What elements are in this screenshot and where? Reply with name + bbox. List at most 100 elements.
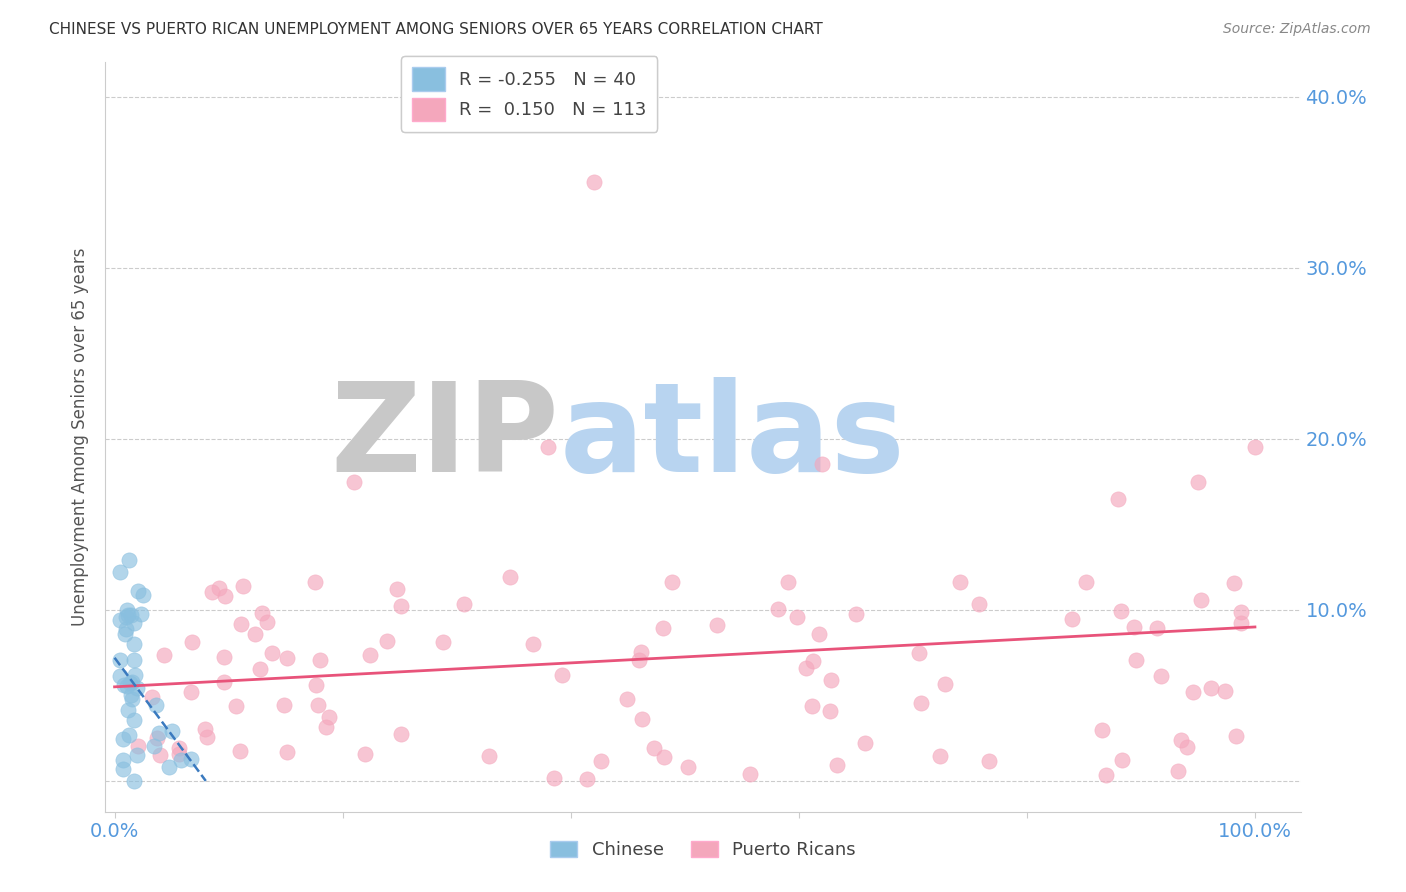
Point <box>256 615 278 629</box>
Point <box>194 722 217 736</box>
Y-axis label: Unemployment Among Seniors over 65 years: Unemployment Among Seniors over 65 years <box>72 248 90 626</box>
Point <box>453 598 475 612</box>
Point <box>1187 475 1209 489</box>
Point <box>125 681 148 695</box>
Point <box>359 648 381 663</box>
Point <box>1181 684 1204 698</box>
Point <box>1230 605 1253 619</box>
Point <box>110 669 132 683</box>
Point <box>576 772 599 786</box>
Point <box>225 698 247 713</box>
Point <box>115 603 138 617</box>
Point <box>170 753 193 767</box>
Point <box>808 627 831 641</box>
Point <box>212 650 235 665</box>
Point <box>582 175 605 189</box>
Point <box>229 744 252 758</box>
Point <box>1167 764 1189 779</box>
Point <box>121 692 143 706</box>
Point <box>820 673 842 687</box>
Point <box>124 616 146 631</box>
Point <box>1107 491 1129 506</box>
Point <box>142 739 165 753</box>
Point <box>543 771 565 785</box>
Point <box>630 712 652 726</box>
Point <box>124 668 146 682</box>
Point <box>232 579 254 593</box>
Point <box>148 726 170 740</box>
Point <box>1091 723 1114 737</box>
Point <box>112 678 135 692</box>
Point <box>118 553 141 567</box>
Point <box>201 584 224 599</box>
Point <box>910 697 932 711</box>
Point <box>120 608 142 623</box>
Point <box>1225 729 1247 743</box>
Point <box>853 736 876 750</box>
Point <box>212 674 235 689</box>
Point <box>845 607 868 622</box>
Point <box>167 747 190 761</box>
Point <box>908 646 931 660</box>
Point <box>948 575 970 590</box>
Point <box>652 750 675 764</box>
Point <box>1074 575 1097 590</box>
Point <box>153 648 176 662</box>
Point <box>1230 615 1253 630</box>
Legend: R = -0.255   N = 40, R =  0.150   N = 113: R = -0.255 N = 40, R = 0.150 N = 113 <box>401 56 657 132</box>
Point <box>149 748 172 763</box>
Point <box>115 679 138 693</box>
Point <box>305 678 328 692</box>
Point <box>589 754 612 768</box>
Point <box>112 732 135 747</box>
Point <box>157 760 180 774</box>
Point <box>250 606 273 620</box>
Point <box>273 698 295 712</box>
Point <box>977 754 1000 768</box>
Point <box>740 766 762 780</box>
Point <box>117 607 139 622</box>
Point <box>129 607 152 621</box>
Point <box>180 752 202 766</box>
Point <box>117 703 139 717</box>
Point <box>522 637 544 651</box>
Point <box>124 713 146 727</box>
Point <box>180 685 202 699</box>
Point <box>551 667 574 681</box>
Point <box>243 626 266 640</box>
Point <box>1175 739 1198 754</box>
Point <box>800 698 823 713</box>
Point <box>706 617 728 632</box>
Point <box>387 582 409 596</box>
Point <box>616 691 638 706</box>
Point <box>276 745 298 759</box>
Point <box>1062 612 1084 626</box>
Point <box>643 741 665 756</box>
Point <box>208 581 231 595</box>
Point <box>122 653 145 667</box>
Point <box>1244 441 1267 455</box>
Point <box>1199 681 1222 695</box>
Point <box>108 653 131 667</box>
Point <box>309 653 332 667</box>
Point <box>432 634 454 648</box>
Text: Source: ZipAtlas.com: Source: ZipAtlas.com <box>1223 22 1371 37</box>
Point <box>354 747 377 762</box>
Point <box>1170 733 1192 747</box>
Point <box>1146 621 1168 635</box>
Point <box>132 588 155 602</box>
Point <box>276 651 298 665</box>
Point <box>114 627 136 641</box>
Point <box>181 634 204 648</box>
Point <box>167 741 190 756</box>
Point <box>115 610 138 624</box>
Point <box>1111 604 1133 618</box>
Point <box>343 475 366 489</box>
Point <box>1123 620 1146 634</box>
Point <box>375 633 398 648</box>
Point <box>810 458 832 472</box>
Point <box>776 574 799 589</box>
Point <box>627 653 650 667</box>
Point <box>318 710 340 724</box>
Point <box>766 601 789 615</box>
